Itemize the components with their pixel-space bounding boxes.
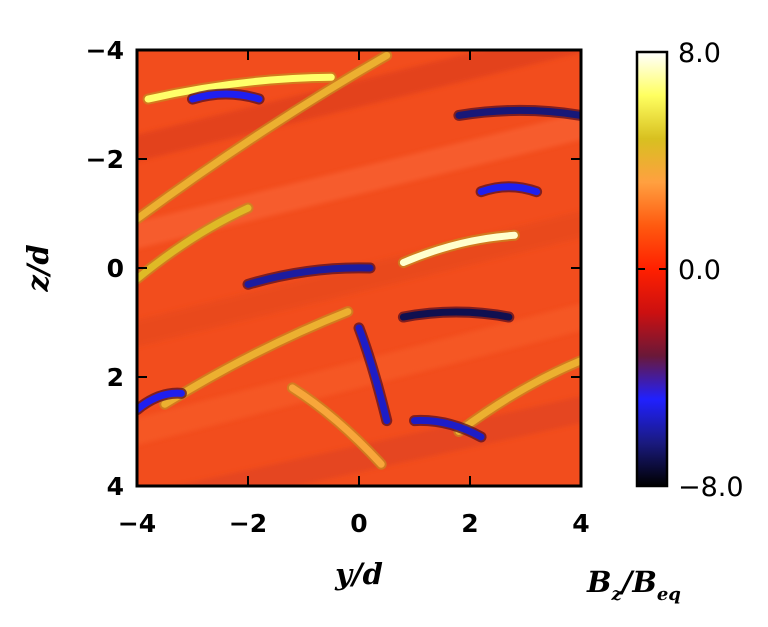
field-band (137, 50, 581, 162)
field-positive-streak (161, 308, 352, 408)
y-tick-label: 0 (107, 254, 124, 283)
y-axis-ticks: −4 −2 0 2 4 (86, 36, 581, 501)
colorbar-tick-label: 0.0 (678, 255, 721, 286)
field-negative-streak (189, 90, 263, 103)
field-negative-streak (455, 106, 581, 119)
field-positive-streak (399, 231, 518, 267)
field-band (137, 304, 581, 445)
x-tick-label: 2 (461, 509, 478, 538)
x-axis-ticks: −4 −2 0 2 4 (118, 50, 590, 538)
field-negative-streak (244, 264, 374, 288)
field-positive-streak (137, 51, 391, 223)
x-tick-label: −4 (118, 509, 156, 538)
field-negative-streak (355, 324, 391, 425)
x-axis-label: y/d (334, 557, 383, 591)
field-positive-streak (137, 204, 252, 283)
field-layer (137, 50, 581, 486)
field-band (175, 396, 581, 486)
x-tick-label: 4 (572, 509, 589, 538)
y-axis-label: z/d (21, 244, 55, 292)
field-negative-streak (399, 308, 513, 321)
colorbar-tick-label: 8.0 (678, 38, 721, 69)
colorbar-label-ref-subscript: eq (657, 584, 681, 605)
field-negative-streak (477, 183, 541, 196)
colorbar-label-main: B (586, 565, 612, 599)
y-tick-label: −2 (86, 145, 124, 174)
y-tick-label: 2 (107, 363, 124, 392)
colorbar-label-main-subscript: z (611, 584, 623, 605)
field-band (137, 113, 581, 249)
colorbar-ticks: 8.0 0.0 −8.0 (637, 38, 744, 503)
field-positive-streak (288, 384, 385, 468)
colorbar-label: Bz/Beq (586, 565, 681, 605)
colorbar-label-separator: /B (619, 565, 657, 599)
heatmap-panel (135, 48, 583, 488)
field-band (137, 211, 581, 347)
field-negative-streak (411, 416, 485, 441)
y-tick-label: 4 (107, 472, 124, 501)
field-positive-streak (455, 357, 581, 435)
colorbar-tick-label: −8.0 (678, 472, 744, 503)
field-negative-streak (137, 389, 185, 414)
field-positive-streak (144, 73, 335, 103)
colorbar: 8.0 0.0 −8.0 Bz/Beq (586, 38, 744, 605)
x-tick-label: 0 (350, 509, 367, 538)
x-tick-label: −2 (229, 509, 267, 538)
y-tick-label: −4 (86, 36, 124, 65)
